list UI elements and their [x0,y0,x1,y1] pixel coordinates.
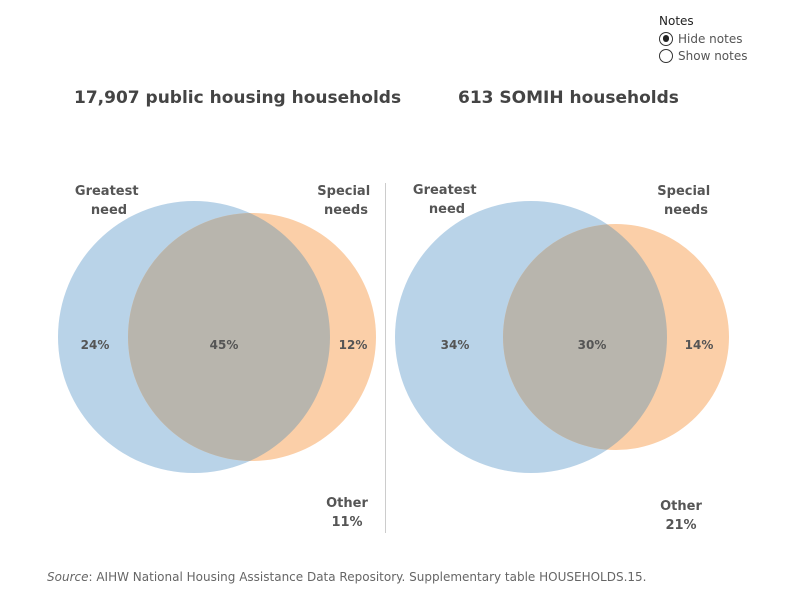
other-value: 11% [331,515,362,530]
somih-title: 613 SOMIH households [458,88,679,108]
show-notes-option[interactable]: Show notes [659,47,747,64]
other-label: Other [660,499,702,514]
other-label: Other [326,496,368,511]
public-housing-title: 17,907 public housing households [74,88,402,108]
greatest-need-only-value: 24% [81,338,110,352]
show-notes-radio[interactable] [659,48,673,63]
special-needs-label: Special needs [657,184,714,218]
both-value: 30% [578,338,607,352]
hide-notes-label: Hide notes [678,31,743,46]
special-needs-only-value: 12% [339,338,368,352]
venn-public-housing: Greatest need Special needs 24% 45% 12% … [58,184,376,530]
venn-somih: Greatest need Special needs 34% 30% 14% … [395,183,729,533]
source-prefix: Source [47,570,89,584]
source-note: Source: AIHW National Housing Assistance… [47,570,646,584]
special-needs-label: Special needs [317,184,374,218]
greatest-need-label: Greatest need [75,184,143,218]
hide-notes-option[interactable]: Hide notes [659,30,747,47]
special-needs-only-value: 14% [685,338,714,352]
panel-divider [385,183,386,533]
hide-notes-radio[interactable] [659,31,673,46]
both-value: 45% [210,338,239,352]
show-notes-label: Show notes [678,48,748,63]
overlap-region [128,213,330,461]
notes-control: Notes Hide notes Show notes [659,14,747,64]
notes-title: Notes [659,14,694,28]
source-text: : AIHW National Housing Assistance Data … [88,570,647,584]
other-value: 21% [665,518,696,533]
overlap-region [503,224,667,450]
greatest-need-only-value: 34% [441,338,470,352]
greatest-need-label: Greatest need [413,183,481,217]
